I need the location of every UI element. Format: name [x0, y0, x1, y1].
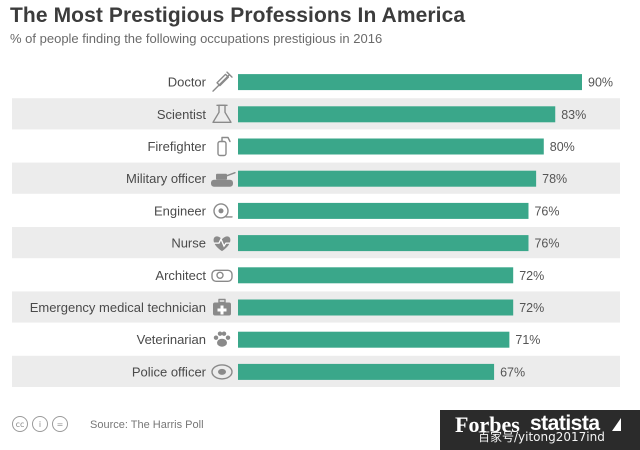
no-derivatives-icon: =: [52, 416, 68, 432]
category-label: Firefighter: [147, 139, 206, 154]
bar: [238, 363, 495, 380]
value-label: 83%: [561, 108, 586, 122]
category-label: Veterinarian: [137, 332, 206, 347]
heartbeat-icon: [213, 236, 231, 252]
chart-title: The Most Prestigious Professions In Amer…: [10, 4, 466, 27]
license-icons: cc i =: [12, 416, 68, 432]
fire-extinguisher-icon: [217, 136, 231, 157]
tape-measure-icon: [211, 269, 233, 282]
value-label: 90%: [588, 76, 613, 90]
bar: [238, 106, 556, 123]
statista-logo: statista: [530, 412, 600, 435]
category-label: Emergency medical technician: [30, 300, 206, 315]
category-label: Engineer: [154, 203, 207, 218]
paw-icon: [213, 331, 231, 347]
value-label: 67%: [500, 365, 525, 379]
category-label: Doctor: [168, 75, 207, 90]
value-label: 72%: [519, 269, 544, 283]
category-label: Police officer: [132, 364, 207, 379]
statista-mark-icon: [612, 418, 621, 431]
bar-chart: Doctor 90% Scientist 83% Firefighter 80% Milit…: [12, 71, 620, 387]
forbes-logo: Forbes: [455, 412, 520, 437]
flask-icon: [212, 104, 232, 123]
brand-bar: [440, 410, 640, 450]
value-label: 80%: [550, 140, 575, 154]
value-label: 78%: [542, 172, 567, 186]
category-label: Architect: [155, 268, 206, 283]
bar: [238, 299, 514, 316]
category-label: Military officer: [126, 171, 207, 186]
value-label: 72%: [519, 301, 544, 315]
syringe-icon: [212, 71, 233, 92]
watermark: 百家号/yitong2017ind: [478, 430, 605, 444]
tank-icon: [211, 171, 236, 187]
source-note: Source: The Harris Poll: [90, 419, 204, 431]
value-label: 71%: [515, 333, 540, 347]
value-label: 76%: [534, 237, 559, 251]
bar: [238, 170, 537, 187]
bar: [238, 267, 514, 284]
creative-commons-icon: cc: [12, 416, 28, 432]
bar: [238, 235, 529, 252]
first-aid-kit-icon: [213, 298, 231, 316]
police-badge-icon: [211, 364, 233, 380]
footer: cc i = Source: The Harris Poll Forbes st…: [0, 410, 640, 450]
bar: [238, 74, 582, 91]
value-label: 76%: [534, 204, 559, 218]
chart-subtitle: % of people finding the following occupa…: [10, 31, 383, 46]
category-label: Nurse: [171, 236, 206, 251]
bar: [238, 331, 510, 348]
bar: [238, 202, 529, 219]
bar: [238, 138, 544, 155]
attribution-icon: i: [32, 416, 48, 432]
helmet-icon: [213, 203, 233, 219]
category-label: Scientist: [157, 107, 207, 122]
